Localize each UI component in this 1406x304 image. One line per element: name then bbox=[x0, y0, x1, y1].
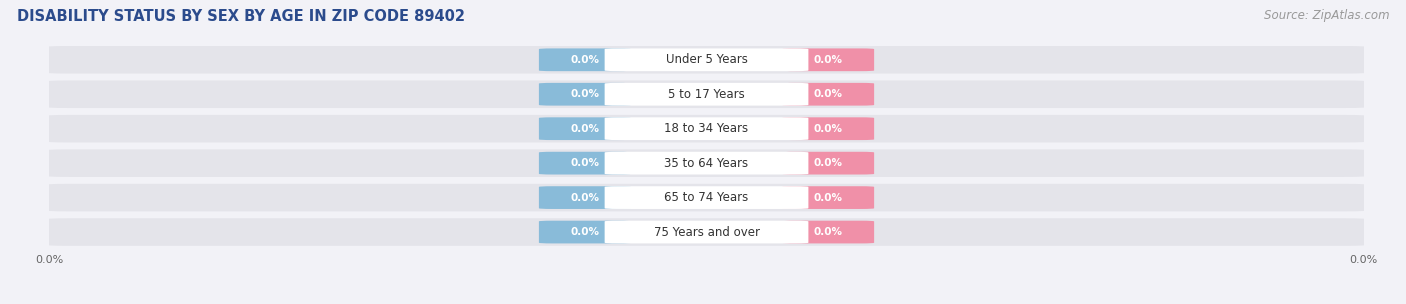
Text: 35 to 64 Years: 35 to 64 Years bbox=[665, 157, 748, 170]
Text: 0.0%: 0.0% bbox=[814, 193, 842, 202]
Text: 75 Years and over: 75 Years and over bbox=[654, 226, 759, 239]
FancyBboxPatch shape bbox=[605, 117, 808, 140]
Text: 0.0%: 0.0% bbox=[571, 158, 599, 168]
FancyBboxPatch shape bbox=[42, 46, 1371, 74]
FancyBboxPatch shape bbox=[605, 221, 808, 244]
FancyBboxPatch shape bbox=[605, 83, 808, 105]
Text: 0.0%: 0.0% bbox=[571, 89, 599, 99]
FancyBboxPatch shape bbox=[538, 117, 631, 140]
Text: 65 to 74 Years: 65 to 74 Years bbox=[665, 191, 748, 204]
FancyBboxPatch shape bbox=[782, 152, 875, 174]
FancyBboxPatch shape bbox=[782, 221, 875, 244]
Text: 0.0%: 0.0% bbox=[571, 55, 599, 65]
FancyBboxPatch shape bbox=[782, 117, 875, 140]
FancyBboxPatch shape bbox=[782, 186, 875, 209]
FancyBboxPatch shape bbox=[605, 152, 808, 174]
Text: 5 to 17 Years: 5 to 17 Years bbox=[668, 88, 745, 101]
Text: Source: ZipAtlas.com: Source: ZipAtlas.com bbox=[1264, 9, 1389, 22]
FancyBboxPatch shape bbox=[42, 218, 1371, 246]
Text: 0.0%: 0.0% bbox=[814, 89, 842, 99]
Text: 0.0%: 0.0% bbox=[814, 158, 842, 168]
FancyBboxPatch shape bbox=[538, 83, 631, 105]
FancyBboxPatch shape bbox=[782, 83, 875, 105]
FancyBboxPatch shape bbox=[42, 81, 1371, 108]
FancyBboxPatch shape bbox=[605, 48, 808, 71]
FancyBboxPatch shape bbox=[538, 186, 631, 209]
Text: DISABILITY STATUS BY SEX BY AGE IN ZIP CODE 89402: DISABILITY STATUS BY SEX BY AGE IN ZIP C… bbox=[17, 9, 465, 24]
Text: 0.0%: 0.0% bbox=[814, 55, 842, 65]
Text: 0.0%: 0.0% bbox=[571, 227, 599, 237]
Text: 0.0%: 0.0% bbox=[571, 124, 599, 134]
FancyBboxPatch shape bbox=[605, 186, 808, 209]
Text: 0.0%: 0.0% bbox=[571, 193, 599, 202]
Legend: Male, Female: Male, Female bbox=[638, 301, 775, 304]
FancyBboxPatch shape bbox=[538, 221, 631, 244]
FancyBboxPatch shape bbox=[538, 152, 631, 174]
FancyBboxPatch shape bbox=[42, 115, 1371, 143]
FancyBboxPatch shape bbox=[42, 149, 1371, 177]
FancyBboxPatch shape bbox=[538, 48, 631, 71]
Text: 18 to 34 Years: 18 to 34 Years bbox=[665, 122, 748, 135]
Text: Under 5 Years: Under 5 Years bbox=[665, 53, 748, 66]
Text: 0.0%: 0.0% bbox=[814, 227, 842, 237]
FancyBboxPatch shape bbox=[42, 184, 1371, 211]
FancyBboxPatch shape bbox=[782, 48, 875, 71]
Text: 0.0%: 0.0% bbox=[814, 124, 842, 134]
